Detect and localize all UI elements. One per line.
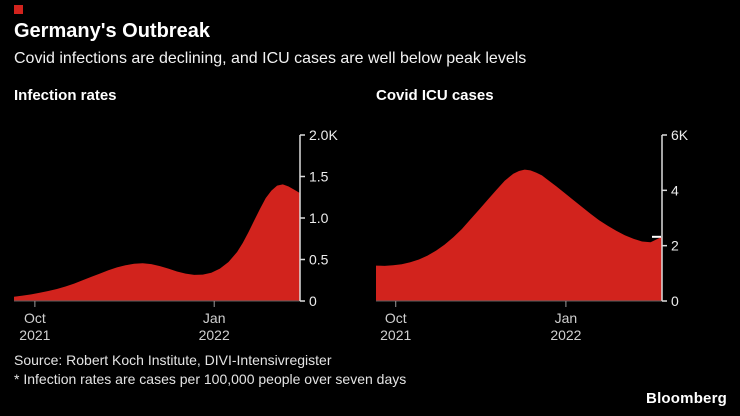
svg-text:1.0: 1.0 xyxy=(309,210,329,226)
svg-text:Oct: Oct xyxy=(24,310,46,326)
svg-text:2: 2 xyxy=(671,238,679,254)
svg-text:0: 0 xyxy=(671,293,679,309)
bloomberg-logo: Bloomberg xyxy=(646,390,727,407)
page-title: Germany's Outbreak xyxy=(14,20,210,42)
source-note: Source: Robert Koch Institute, DIVI-Inte… xyxy=(14,352,332,368)
chart-title-infection-rates: Infection rates xyxy=(14,87,117,104)
accent-mark xyxy=(14,5,23,14)
page-subtitle: Covid infections are declining, and ICU … xyxy=(14,50,527,67)
svg-text:2021: 2021 xyxy=(19,327,50,343)
icu-cases-panel: Covid ICU cases 6K 4 2 0 Oct 2021 Jan 2022 xyxy=(376,87,708,343)
svg-text:6K: 6K xyxy=(671,127,689,143)
svg-text:2022: 2022 xyxy=(199,327,230,343)
svg-text:2.0K: 2.0K xyxy=(309,127,338,143)
svg-text:1.5: 1.5 xyxy=(309,169,329,185)
charts-row: Infection rates 2.0K 1.5 1.0 0.5 0 Oct 2021 Jan… xyxy=(14,87,726,343)
infection-rates-panel: Infection rates 2.0K 1.5 1.0 0.5 0 Oct 2021 Jan… xyxy=(14,87,346,343)
svg-text:Jan: Jan xyxy=(203,310,226,326)
svg-text:0: 0 xyxy=(309,293,317,309)
chart-card: Germany's Outbreak Covid infections are … xyxy=(0,5,740,416)
svg-text:Oct: Oct xyxy=(385,310,407,326)
svg-text:0.5: 0.5 xyxy=(309,252,329,268)
footer: Source: Robert Koch Institute, DIVI-Inte… xyxy=(14,351,726,390)
svg-text:4: 4 xyxy=(671,182,679,198)
svg-text:2021: 2021 xyxy=(380,327,411,343)
footnote: * Infection rates are cases per 100,000 … xyxy=(14,371,407,388)
chart-title-icu-cases: Covid ICU cases xyxy=(376,87,494,104)
svg-text:2022: 2022 xyxy=(550,327,581,343)
svg-text:Jan: Jan xyxy=(555,310,578,326)
